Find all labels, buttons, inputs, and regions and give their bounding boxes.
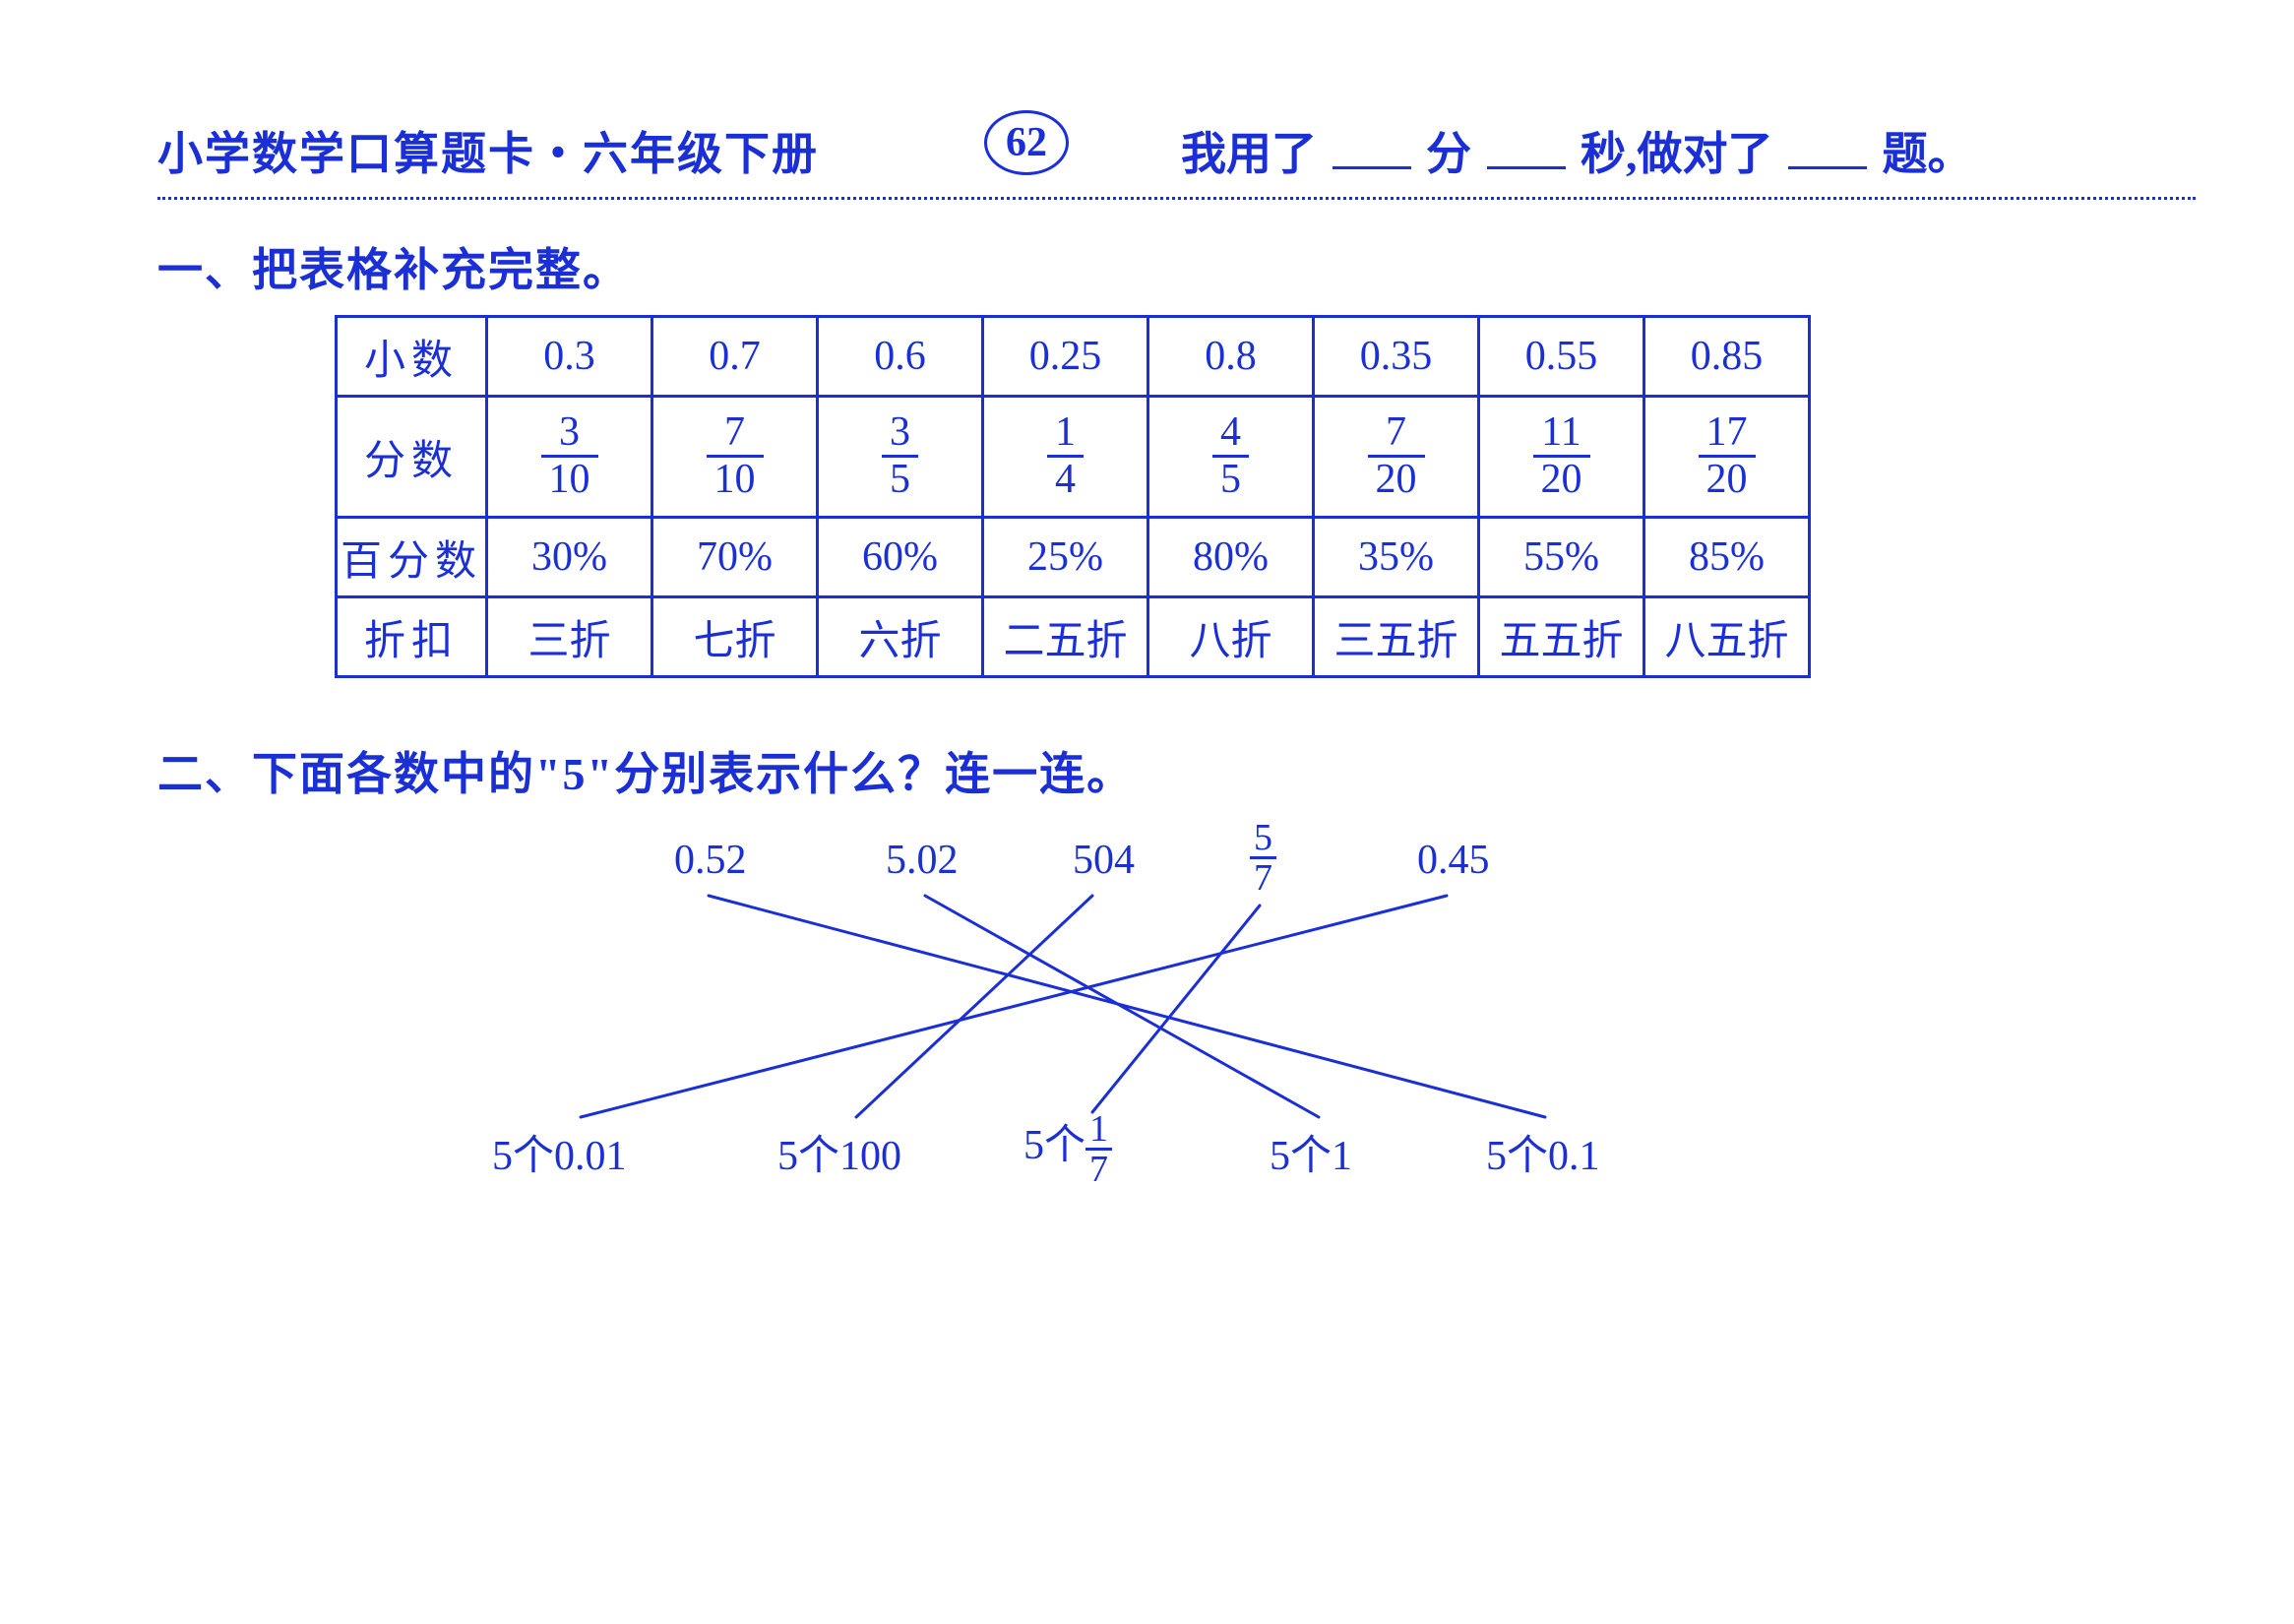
top-item-3: 57 xyxy=(1250,819,1276,897)
cell-dec-7: 0.85 xyxy=(1644,317,1810,397)
cell-frac-1: 710 xyxy=(652,397,818,518)
bot-value: 0.1 xyxy=(1548,1134,1600,1179)
cell-frac-2: 35 xyxy=(818,397,983,518)
frac-den: 4 xyxy=(1047,455,1084,501)
section1-title: 一、把表格补充完整。 xyxy=(157,234,630,299)
top-item-2: 504 xyxy=(1073,837,1135,884)
cell-pct-7: 85% xyxy=(1644,518,1810,597)
connect-diagram: 0.52 5.02 504 57 0.45 5个0.01 5个100 5个17 … xyxy=(463,837,1840,1181)
cell-pct-4: 80% xyxy=(1148,518,1314,597)
bot-prefix: 5个 xyxy=(1270,1134,1332,1179)
frac-num: 4 xyxy=(1212,410,1249,454)
frac-num: 1 xyxy=(1047,410,1084,454)
cell-dec-1: 0.7 xyxy=(652,317,818,397)
frac-num: 11 xyxy=(1533,410,1590,454)
cell-pct-1: 70% xyxy=(652,518,818,597)
frac-den: 20 xyxy=(1533,455,1590,501)
frac-den: 7 xyxy=(1085,1148,1112,1188)
conversion-table: 小数 0.3 0.7 0.6 0.25 0.8 0.35 0.55 0.85 分… xyxy=(335,315,1811,678)
row-percent: 百分数 30% 70% 60% 25% 80% 35% 55% 85% xyxy=(337,518,1810,597)
row-label-discount: 折扣 xyxy=(337,597,487,677)
row-label-decimal: 小数 xyxy=(337,317,487,397)
row-discount: 折扣 三折 七折 六折 二五折 八折 三五折 五五折 八五折 xyxy=(337,597,1810,677)
bot-item-1: 5个100 xyxy=(777,1122,901,1182)
cell-pct-2: 60% xyxy=(818,518,983,597)
page-number: 62 xyxy=(1006,119,1047,166)
cell-pct-0: 30% xyxy=(487,518,652,597)
frac-num: 7 xyxy=(707,410,764,454)
cell-pct-3: 25% xyxy=(983,518,1148,597)
cell-dec-2: 0.6 xyxy=(818,317,983,397)
top-item-0: 0.52 xyxy=(674,837,747,884)
frac-den: 10 xyxy=(541,455,598,501)
top-item-4: 0.45 xyxy=(1417,837,1490,884)
frac-num: 3 xyxy=(882,410,918,454)
bot-item-4: 5个0.1 xyxy=(1486,1122,1600,1182)
frac-num: 17 xyxy=(1699,410,1756,454)
header-right-prefix: 我用了 xyxy=(1181,129,1317,179)
bot-prefix: 5个 xyxy=(1023,1123,1085,1168)
frac-den: 7 xyxy=(1250,856,1276,897)
row-decimal: 小数 0.3 0.7 0.6 0.25 0.8 0.35 0.55 0.85 xyxy=(337,317,1810,397)
frac-den: 5 xyxy=(1212,455,1249,501)
frac-num: 3 xyxy=(541,410,598,454)
header-divider xyxy=(157,197,2196,200)
frac-den: 10 xyxy=(707,455,764,501)
frac-num: 1 xyxy=(1085,1110,1112,1148)
blank-seconds[interactable] xyxy=(1487,123,1566,169)
cell-disc-2: 六折 xyxy=(818,597,983,677)
cell-dec-4: 0.8 xyxy=(1148,317,1314,397)
header-minute-label: 分 xyxy=(1426,129,1471,179)
cell-dec-3: 0.25 xyxy=(983,317,1148,397)
connect-lines xyxy=(463,837,1840,1181)
header-second-label: 秒,做对了 xyxy=(1581,129,1773,179)
worksheet-page: 小学数学口算题卡・六年级下册 62 我用了 分 秒,做对了 题。 一、把表格补充… xyxy=(0,0,2294,1624)
cell-frac-6: 1120 xyxy=(1479,397,1644,518)
bot-value: 100 xyxy=(839,1134,901,1179)
frac-den: 20 xyxy=(1699,455,1756,501)
frac-num: 5 xyxy=(1250,819,1276,856)
cell-frac-4: 45 xyxy=(1148,397,1314,518)
cell-pct-6: 55% xyxy=(1479,518,1644,597)
cell-disc-4: 八折 xyxy=(1148,597,1314,677)
bot-value: 0.01 xyxy=(554,1134,627,1179)
cell-disc-0: 三折 xyxy=(487,597,652,677)
row-label-percent: 百分数 xyxy=(337,518,487,597)
bot-prefix: 5个 xyxy=(777,1134,839,1179)
frac-num: 7 xyxy=(1368,410,1425,454)
header-right: 我用了 分 秒,做对了 题。 xyxy=(1181,118,1973,183)
frac-den: 5 xyxy=(882,455,918,501)
top-item-1: 5.02 xyxy=(886,837,959,884)
bot-prefix: 5个 xyxy=(492,1134,554,1179)
book-title: 小学数学口算题卡・六年级下册 xyxy=(157,118,819,183)
header: 小学数学口算题卡・六年级下册 62 我用了 分 秒,做对了 题。 xyxy=(157,118,2196,187)
cell-frac-0: 310 xyxy=(487,397,652,518)
row-label-fraction: 分数 xyxy=(337,397,487,518)
row-fraction: 分数 310 710 35 14 45 720 1120 1720 xyxy=(337,397,1810,518)
bot-prefix: 5个 xyxy=(1486,1134,1548,1179)
bot-item-0: 5个0.01 xyxy=(492,1122,627,1182)
cell-dec-6: 0.55 xyxy=(1479,317,1644,397)
cell-disc-7: 八五折 xyxy=(1644,597,1810,677)
cell-frac-3: 14 xyxy=(983,397,1148,518)
bot-item-3: 5个1 xyxy=(1270,1122,1352,1182)
blank-minutes[interactable] xyxy=(1333,123,1411,169)
header-suffix: 题。 xyxy=(1883,129,1973,179)
bot-value: 1 xyxy=(1332,1134,1352,1179)
cell-disc-1: 七折 xyxy=(652,597,818,677)
blank-correct[interactable] xyxy=(1788,123,1867,169)
cell-pct-5: 35% xyxy=(1314,518,1479,597)
section2-title: 二、下面各数中的"5"分别表示什么？连一连。 xyxy=(157,738,1134,803)
frac-den: 20 xyxy=(1368,455,1425,501)
bot-item-2: 5个17 xyxy=(1023,1110,1112,1188)
cell-frac-7: 1720 xyxy=(1644,397,1810,518)
page-number-oval: 62 xyxy=(984,110,1069,175)
cell-disc-5: 三五折 xyxy=(1314,597,1479,677)
cell-frac-5: 720 xyxy=(1314,397,1479,518)
cell-disc-6: 五五折 xyxy=(1479,597,1644,677)
cell-dec-5: 0.35 xyxy=(1314,317,1479,397)
cell-disc-3: 二五折 xyxy=(983,597,1148,677)
cell-dec-0: 0.3 xyxy=(487,317,652,397)
